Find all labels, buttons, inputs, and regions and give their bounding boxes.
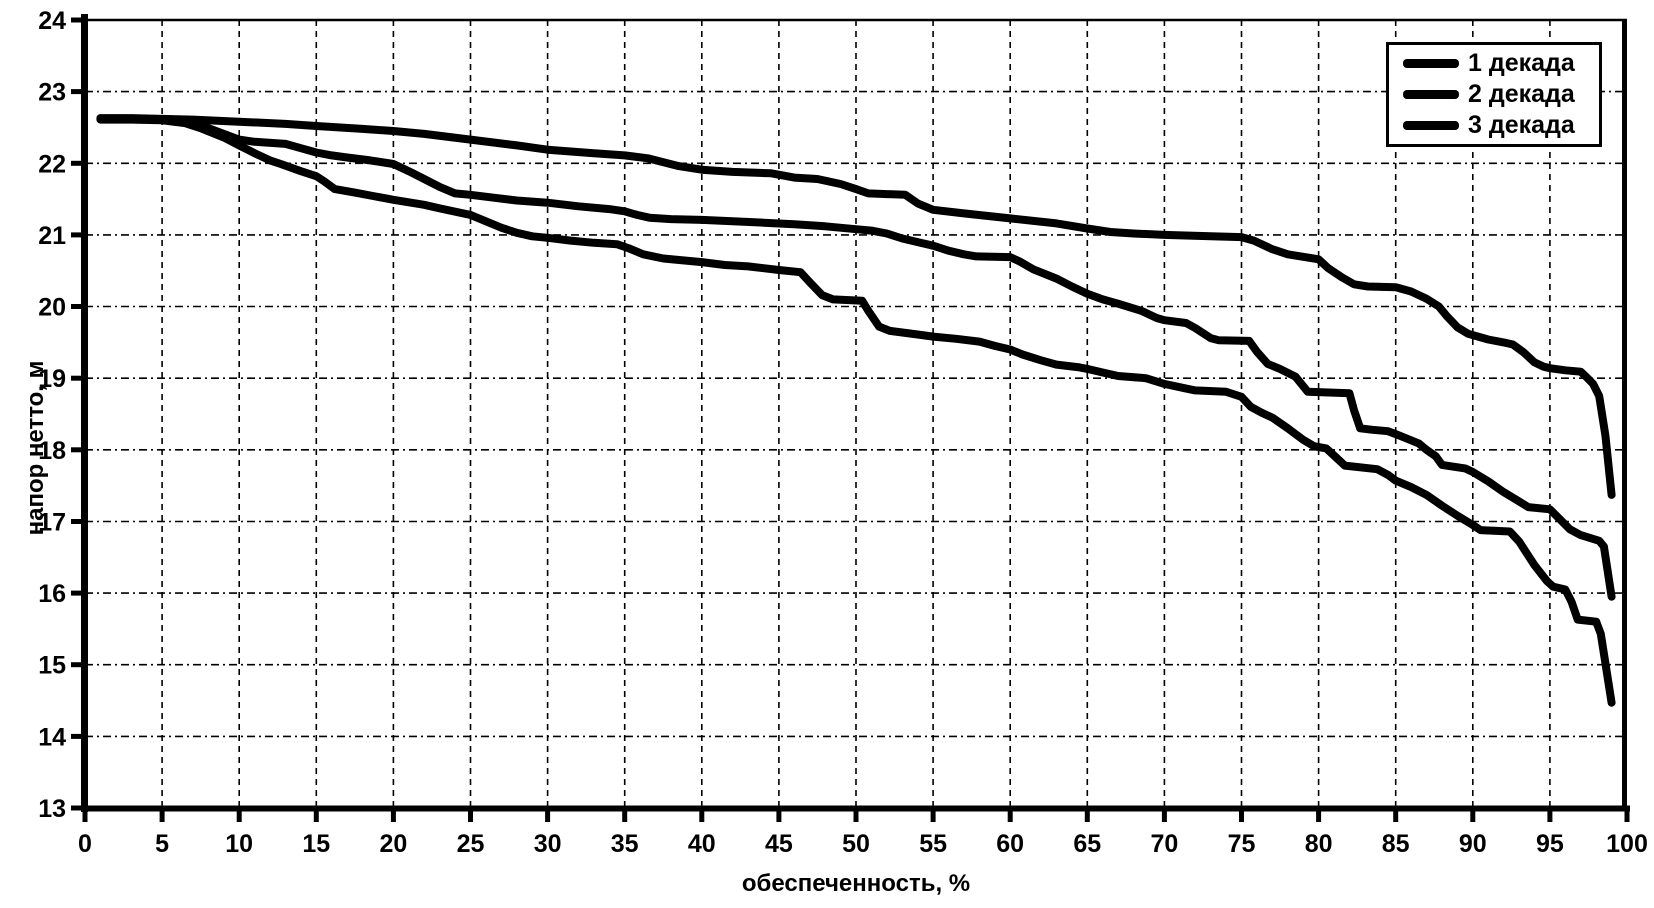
x-tick-label: 55 (919, 830, 947, 858)
x-tick-label: 70 (1150, 830, 1178, 858)
y-tick-label: 23 (38, 79, 66, 107)
y-tick-label: 13 (38, 795, 66, 823)
x-tick-label: 65 (1073, 830, 1101, 858)
series-line-2 (96, 114, 1616, 601)
x-tick-label: 0 (78, 830, 92, 858)
x-tick-label: 85 (1382, 830, 1410, 858)
x-tick-label: 35 (611, 830, 639, 858)
x-tick-label: 30 (534, 830, 562, 858)
x-tick-label: 75 (1228, 830, 1256, 858)
x-tick-label: 45 (765, 830, 793, 858)
legend-label-1: 1 декада (1468, 49, 1575, 77)
x-tick-label: 5 (155, 830, 169, 858)
legend-label-2: 2 декада (1468, 80, 1575, 108)
x-tick-label: 60 (996, 830, 1024, 858)
legend-item-3: 3 декада (1403, 113, 1591, 138)
line-swatch-icon (1403, 59, 1459, 68)
x-tick-label: 20 (379, 830, 407, 858)
y-tick-label: 14 (38, 723, 66, 751)
y-tick-label: 17 (38, 509, 66, 537)
x-tick-label: 90 (1459, 830, 1487, 858)
x-tick-label: 40 (688, 830, 716, 858)
x-tick-label: 95 (1536, 830, 1564, 858)
x-axis-title: обеспеченность, % (741, 870, 971, 897)
line-swatch-icon (1403, 121, 1459, 130)
legend-item-1: 1 декада (1403, 51, 1591, 76)
y-tick-label: 20 (38, 294, 66, 322)
y-tick-label: 21 (38, 222, 66, 250)
x-tick-label: 25 (457, 830, 485, 858)
y-tick-label: 16 (38, 580, 66, 608)
x-tick-label: 15 (302, 830, 330, 858)
x-tick-label: 50 (842, 830, 870, 858)
y-tick-label: 15 (38, 652, 66, 680)
legend: 1 декада 2 декада 3 декада (1386, 42, 1602, 147)
x-tick-label: 10 (225, 830, 253, 858)
y-axis-title: напор нетто, м (22, 360, 49, 536)
legend-label-3: 3 декада (1468, 111, 1575, 139)
series-line-3 (96, 115, 1616, 707)
y-tick-label: 18 (38, 437, 66, 465)
series-line-1 (96, 114, 1616, 499)
legend-item-2: 2 декада (1403, 82, 1591, 107)
y-tick-label: 24 (38, 7, 66, 35)
x-tick-label: 80 (1305, 830, 1333, 858)
x-tick-label: 100 (1606, 830, 1648, 858)
line-swatch-icon (1403, 90, 1459, 99)
y-tick-label: 22 (38, 150, 66, 178)
y-tick-label: 19 (38, 365, 66, 393)
